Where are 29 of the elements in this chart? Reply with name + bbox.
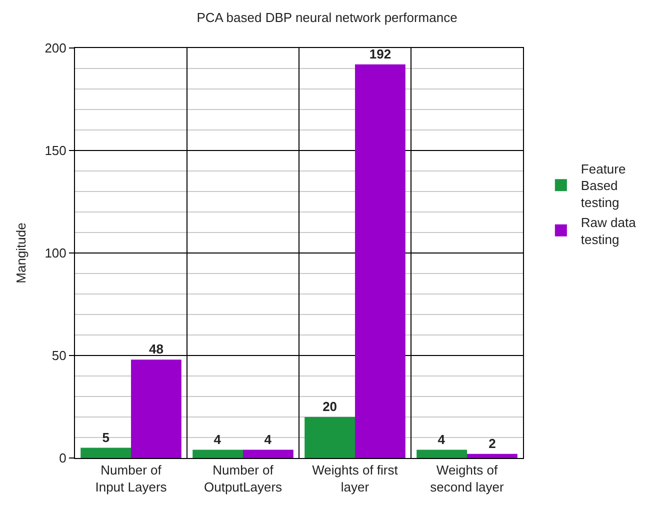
bar bbox=[304, 417, 355, 458]
chart-title: PCA based DBP neural network performance bbox=[196, 10, 458, 25]
bar bbox=[467, 454, 518, 458]
x-tick-label: Number of Input Layers bbox=[95, 462, 168, 494]
y-tick-label: 0 bbox=[59, 450, 66, 466]
data-label: 5 bbox=[102, 430, 110, 445]
y-tick-label: 100 bbox=[44, 246, 66, 261]
y-tick-label: 50 bbox=[52, 348, 66, 364]
y-axis-title: Mangitude bbox=[14, 222, 29, 284]
data-label: 20 bbox=[322, 399, 338, 414]
bar bbox=[131, 360, 182, 458]
data-label: 4 bbox=[438, 432, 446, 447]
data-label: 192 bbox=[369, 46, 392, 62]
data-label: 4 bbox=[214, 432, 222, 447]
legend-label: Feature Based testing bbox=[580, 161, 626, 210]
bar bbox=[416, 450, 467, 458]
bar bbox=[243, 450, 294, 458]
x-tick-label: Weights of first layer bbox=[312, 462, 398, 494]
bar bbox=[355, 64, 406, 458]
legend-label: Raw data testing bbox=[580, 215, 637, 247]
y-tick-label: 200 bbox=[44, 40, 66, 56]
y-tick-label: 150 bbox=[44, 143, 66, 158]
data-label: 4 bbox=[264, 432, 272, 447]
x-tick-label: Number of OutputLayers bbox=[204, 462, 283, 494]
bar bbox=[80, 448, 131, 458]
data-label: 2 bbox=[488, 436, 496, 451]
x-tick-label: Weights of second layer bbox=[430, 462, 505, 494]
bar bbox=[192, 450, 243, 458]
data-label: 48 bbox=[148, 342, 164, 357]
